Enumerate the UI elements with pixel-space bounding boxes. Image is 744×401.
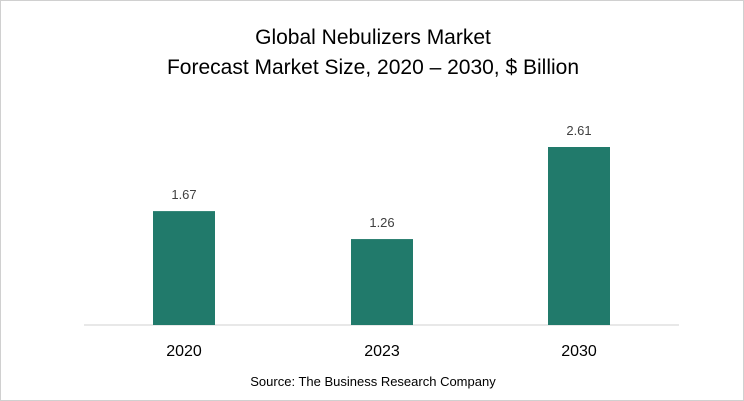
bar-2030 (548, 147, 610, 325)
data-label-2030: 2.61 (566, 123, 591, 138)
x-tick-label-2030: 2030 (561, 343, 597, 360)
bar-2023 (351, 239, 413, 325)
source-note: Source: The Business Research Company (250, 374, 496, 389)
chart-title: Global Nebulizers Market (255, 26, 491, 49)
x-tick-label-2023: 2023 (364, 343, 400, 360)
x-tick-label-2020: 2020 (166, 343, 202, 360)
chart-subtitle: Forecast Market Size, 2020 – 2030, $ Bil… (166, 56, 580, 79)
bar-2020 (153, 211, 215, 325)
data-label-2020: 1.67 (171, 187, 196, 202)
data-label-2023: 1.26 (369, 215, 394, 230)
